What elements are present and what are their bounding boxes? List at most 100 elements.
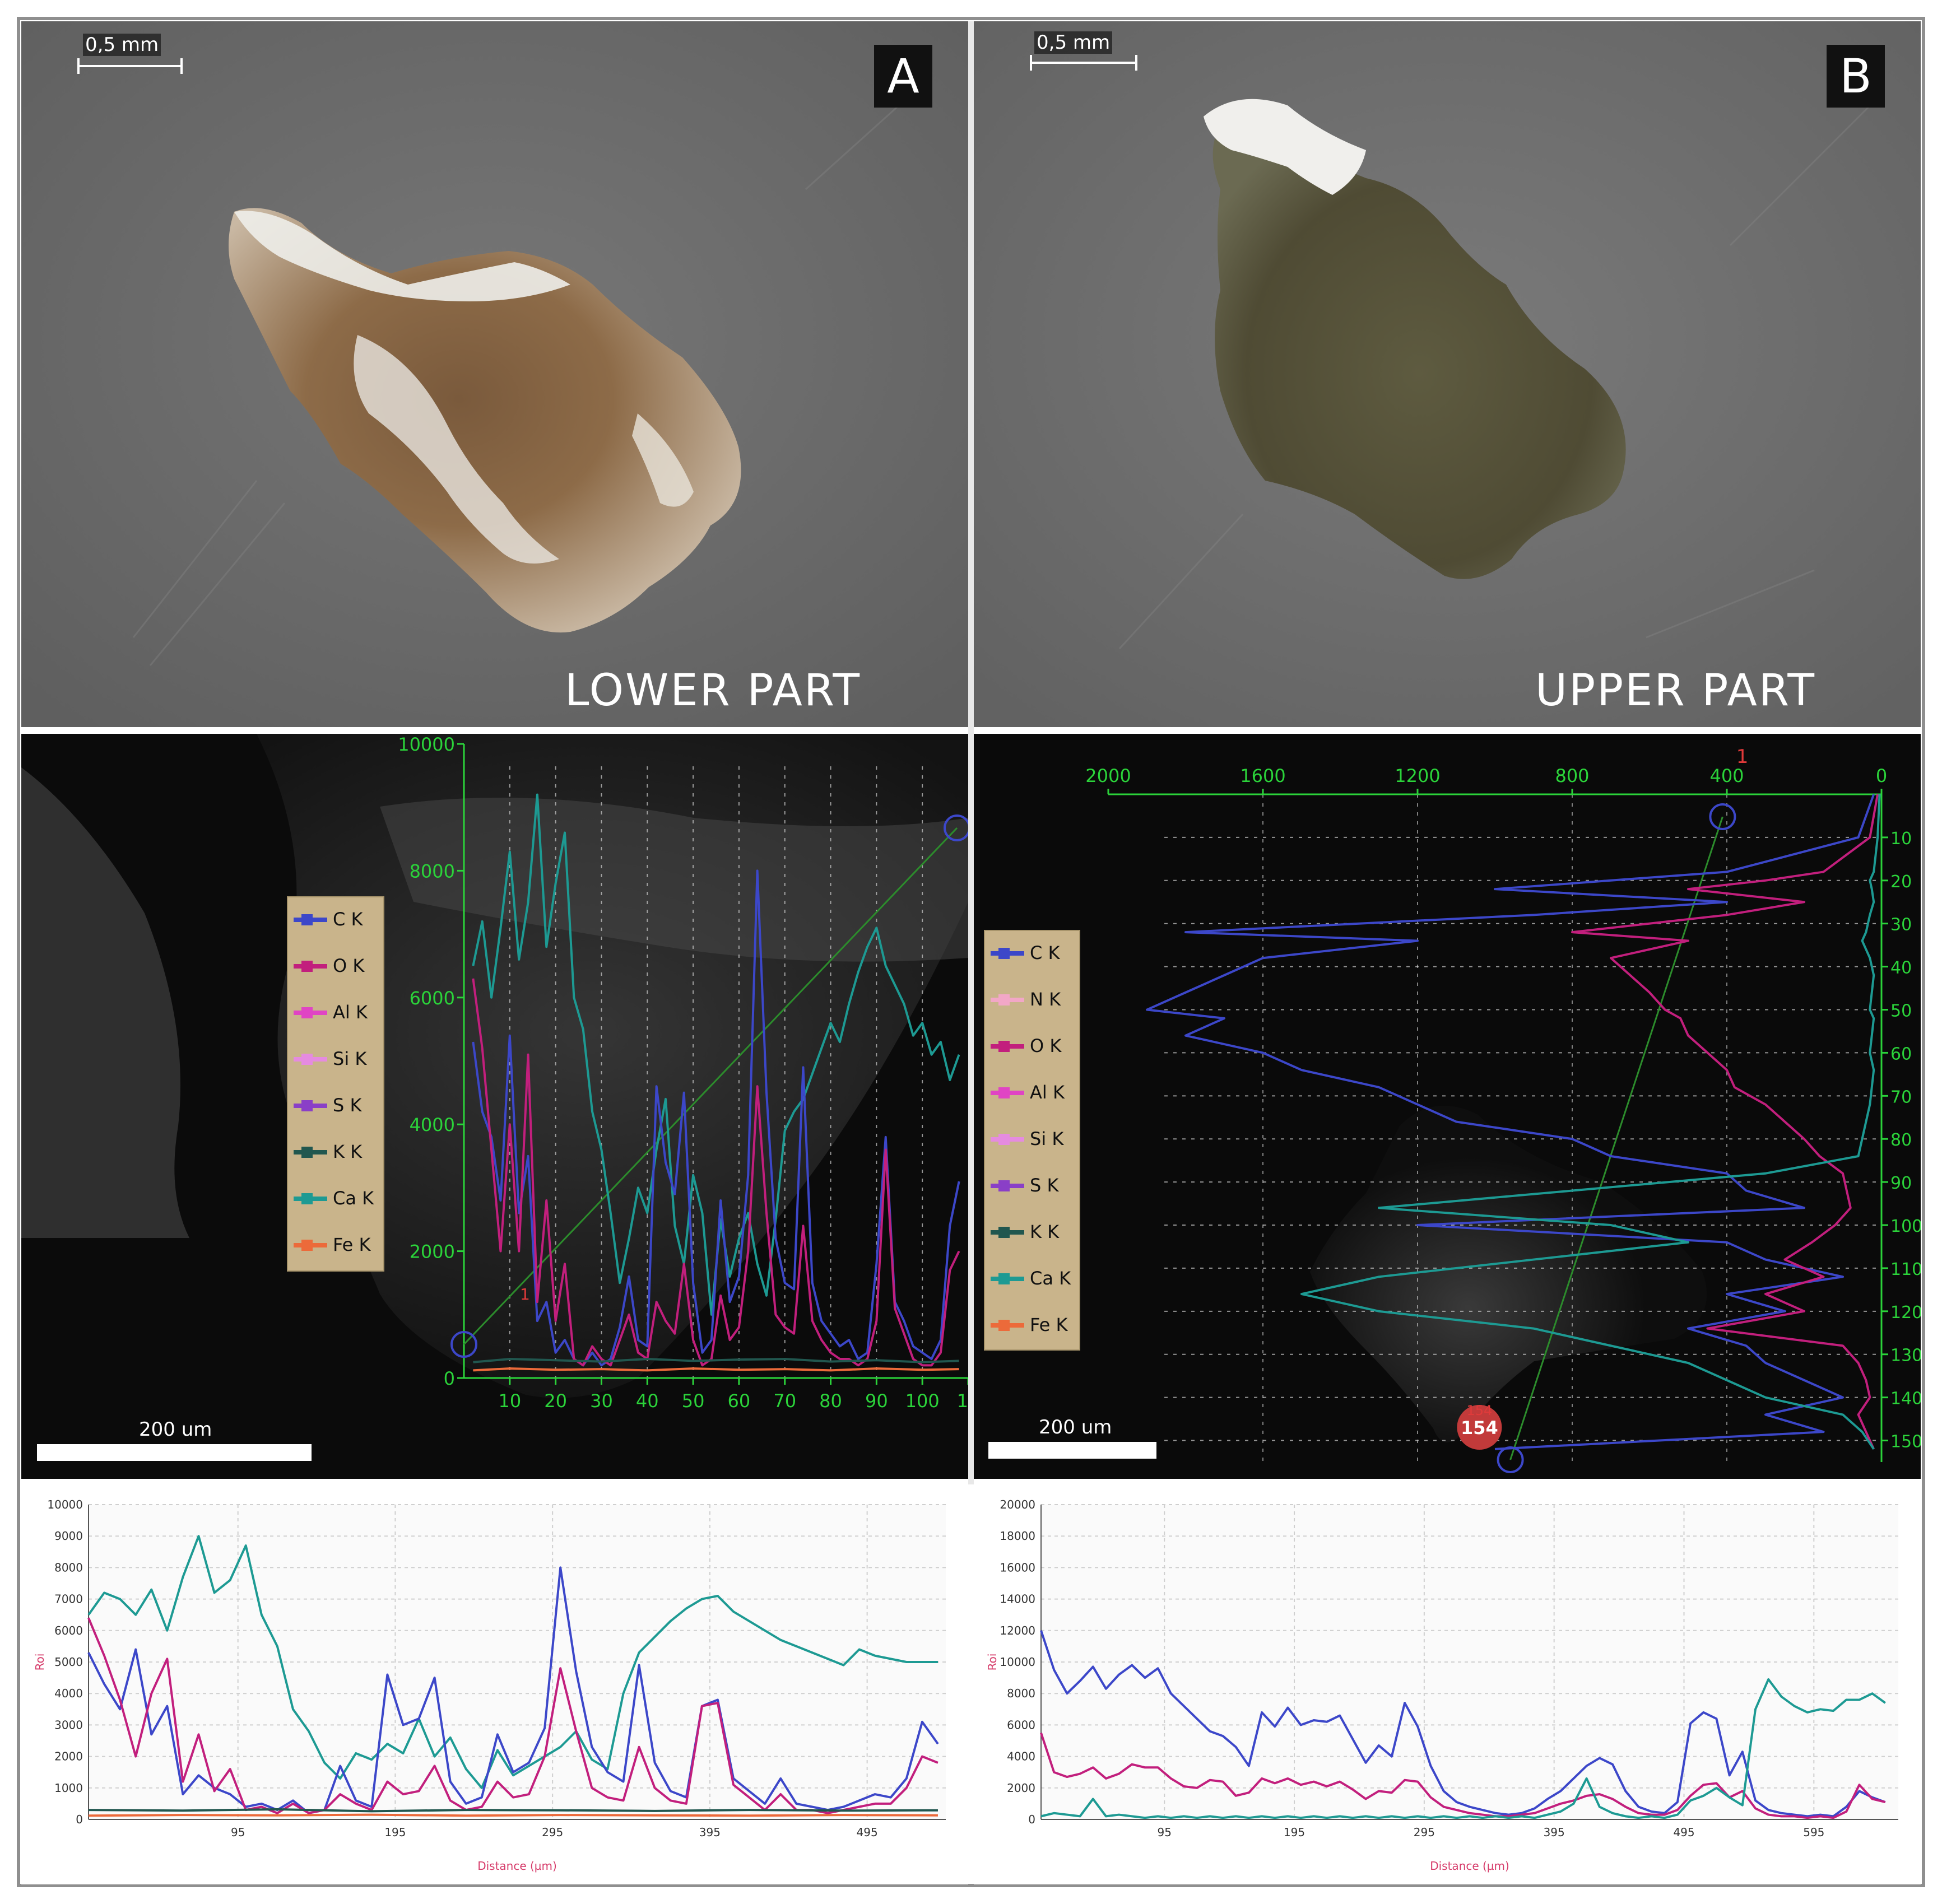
panel-a-sem-chart: 0 2000 4000 6000 8000 10000 10 20 30 40 50 60 70 80 90… [21,734,968,1479]
x-tick-label: 30 [590,1390,613,1412]
scan-line [1509,816,1723,1460]
series-line [472,869,960,1367]
y-tick-label: 90 [1890,1174,1912,1193]
scale-bar-tick-right [180,58,183,74]
y-tick-label: 80 [1890,1130,1912,1150]
legend-item: O K [288,944,383,990]
y-tick-label: 130 [1890,1346,1921,1366]
scale-bar [77,65,183,67]
y-tick-label: 6000 [410,988,455,1009]
scale-bar [1030,62,1137,64]
y-tick-label: 10000 [398,734,455,755]
x-tick-label: 60 [728,1390,751,1412]
x-tick-label: 20 [544,1390,567,1412]
point-badge [1457,1405,1502,1450]
legend-item: Si K [985,1117,1079,1163]
legend-label: Ca K [1030,1268,1071,1289]
legend-item: S K [985,1163,1079,1210]
series-line [1146,794,1875,1450]
series-line [87,1566,939,1814]
legend-item: Si K [288,1037,383,1083]
legend-label: Al K [1030,1082,1065,1103]
column-divider [968,21,974,1484]
x-tick-label: 10 [957,1390,968,1412]
legend-marker [998,1041,1010,1052]
scale-bar-tick-left [1030,55,1032,71]
x-tick-label: 1200 [1395,765,1440,786]
y-tick-label: 140 [1890,1389,1921,1409]
y-tick-label: 8000 [410,860,455,882]
y-tick-label: 10 [1890,829,1912,849]
y-tick-label: 16000 [1000,1561,1035,1574]
x-tick-label: 90 [865,1390,888,1412]
y-tick-label: 2000 [410,1241,455,1263]
x-tick-label: 95 [231,1826,245,1839]
sem-scale-bar [37,1444,312,1461]
x-tick-label: 195 [1284,1826,1305,1839]
y-tick-label: 20000 [1000,1498,1035,1511]
x-tick-label: 595 [1803,1826,1824,1839]
series-line [473,1367,959,1372]
legend-item: O K [985,1024,1079,1070]
legend-item: C K [985,931,1079,977]
y-tick-label: 9000 [54,1529,83,1543]
panel-b-sem-chart: 2000 1600 1200 800 400 0 10 20 30 40 50 60 70 80 90 100… [974,734,1921,1479]
x-tick-label: 495 [1673,1826,1694,1839]
scale-bar-tick-left [77,58,80,74]
panel-b-sem: 2000 1600 1200 800 400 0 10 20 30 40 50 60 70 80 90 100… [974,734,1921,1479]
y-tick-label: 10000 [47,1498,83,1511]
y-tick-label: 40 [1890,958,1912,978]
x-tick-label: 195 [384,1826,406,1839]
x-tick-label: 2000 [1085,765,1131,786]
y-tick-label: 0 [1028,1813,1035,1826]
legend-item: Fe K [985,1303,1079,1349]
y-tick-label: 70 [1890,1087,1912,1107]
legend-item: N K [985,977,1079,1024]
lower-part-specimen [229,208,741,633]
panel-a-photo-svg [21,21,968,727]
y-tick-label: 120 [1890,1303,1921,1323]
x-tick-label: 100 [905,1390,940,1412]
legend-label: K K [1030,1221,1060,1242]
y-tick-label: 7000 [54,1593,83,1606]
y-tick-label: 6000 [54,1624,83,1637]
legend-item: K K [288,1130,383,1176]
legend-item: C K [288,897,383,944]
legend-item: Fe K [288,1223,383,1269]
legend-item: S K [288,1083,383,1130]
x-tick-label: 395 [1544,1826,1565,1839]
legend-marker [301,1007,313,1018]
legend-label: Fe K [1030,1314,1068,1335]
series-line [1040,1630,1886,1818]
legend-marker [998,1134,1010,1145]
y-tick-label: 1000 [54,1781,83,1795]
sem-scale-label: 200 um [139,1418,212,1441]
y-tick-label: 5000 [54,1655,83,1669]
y-tick-label: 2000 [54,1750,83,1763]
legend-marker [301,914,313,925]
legend-marker [998,1180,1010,1191]
legend-marker [301,1054,313,1065]
y-tick-label: 4000 [1007,1750,1035,1763]
panel-a-profile-chart: 0 1000 2000 3000 4000 5000 6000 7000 8000 9000 100… [33,1498,946,1873]
y-tick-label: 60 [1890,1044,1912,1064]
point-label-small: 154 [1466,1403,1492,1418]
series-line [87,1535,938,1789]
x-tick-label: 40 [636,1390,659,1412]
series-line [472,978,960,1367]
scale-label: 0,5 mm [1034,31,1113,54]
y-tick-label: 18000 [1000,1529,1035,1543]
series-line [473,1358,959,1363]
legend-marker [301,1147,313,1158]
y-tick-label: 3000 [54,1718,83,1731]
legend-label: O K [1030,1035,1062,1056]
y-tick-label: 8000 [1007,1687,1035,1700]
y-tick-label: 4000 [410,1114,455,1135]
y-tick-label: 8000 [54,1561,83,1574]
legend-item: Ca K [288,1176,383,1223]
x-tick-label: 0 [1876,765,1887,786]
overlay-marker: 1 [1736,746,1749,768]
part-label: UPPER PART [1535,665,1816,716]
x-tick-label: 10 [498,1390,521,1412]
part-label: LOWER PART [565,665,862,716]
